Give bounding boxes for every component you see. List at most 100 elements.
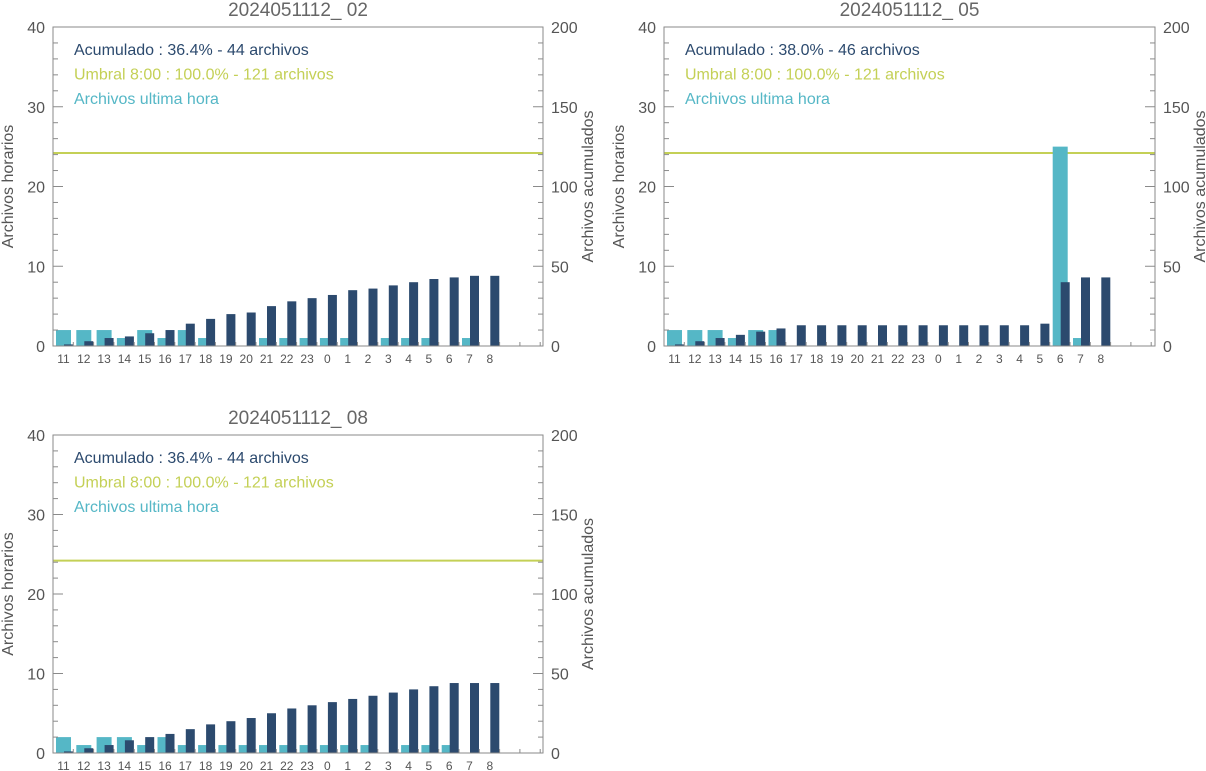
cumulative-bar: [449, 277, 459, 346]
hourly-bar: [198, 338, 214, 346]
cumulative-bar: [124, 740, 134, 753]
x-tick-label: 8: [486, 759, 493, 771]
left-tick-label: 10: [27, 259, 45, 276]
cumulative-bar: [226, 721, 236, 753]
x-tick-label: 17: [179, 759, 193, 771]
right-tick-label: 150: [551, 100, 578, 117]
x-tick-label: 2: [365, 759, 372, 771]
cumulative-bar: [429, 279, 439, 346]
x-tick-label: 7: [1077, 352, 1084, 366]
cumulative-bar: [695, 341, 705, 346]
left-tick-label: 0: [36, 339, 45, 356]
right-tick-label: 200: [551, 20, 578, 37]
cumulative-bar: [796, 325, 806, 346]
cumulative-bar: [145, 333, 155, 346]
cumulative-bar: [857, 325, 867, 346]
x-tick-label: 19: [219, 759, 233, 771]
right-tick-label: 200: [1163, 20, 1190, 37]
x-tick-label: 6: [446, 759, 453, 771]
hourly-bar: [462, 338, 477, 346]
x-tick-label: 8: [486, 352, 493, 366]
chart-title: 2024051112_ 02: [228, 0, 368, 21]
cumulative-bar: [287, 301, 297, 346]
hourly-bar: [667, 330, 682, 346]
right-tick-label: 0: [551, 339, 560, 356]
x-tick-label: 11: [668, 352, 681, 366]
hourly-bar: [116, 338, 132, 346]
cumulative-bar: [226, 314, 236, 346]
x-tick-label: 3: [385, 352, 392, 366]
x-tick-label: 14: [118, 759, 132, 771]
x-tick-label: 21: [871, 352, 885, 366]
x-tick-label: 16: [158, 759, 172, 771]
right-tick-label: 50: [551, 259, 569, 276]
x-tick-label: 4: [405, 352, 412, 366]
x-tick-label: 11: [57, 352, 70, 366]
cumulative-bar: [104, 338, 114, 346]
cumulative-bar: [185, 323, 195, 346]
cumulative-bar: [267, 306, 276, 346]
hourly-bar: [441, 745, 457, 753]
x-tick-label: 16: [158, 352, 172, 366]
x-tick-label: 1: [955, 352, 962, 366]
cumulative-bar: [84, 341, 94, 346]
legend-cumulative: Acumulado : 36.4% - 44 archivos: [74, 450, 309, 467]
y-axis-label-left: Archivos horarios: [0, 125, 17, 249]
x-tick-label: 22: [280, 759, 294, 771]
hourly-bar: [177, 745, 193, 753]
cumulative-bar: [735, 334, 745, 346]
cumulative-bar: [938, 325, 948, 346]
legend-threshold: Umbral 8:00 : 100.0% - 121 archivos: [74, 475, 334, 492]
legend-hourly: Archivos ultima hora: [685, 91, 830, 108]
cumulative-bar: [348, 290, 358, 346]
cumulative-bar: [490, 275, 500, 346]
cumulative-bar: [246, 312, 256, 346]
left-tick-label: 30: [27, 508, 45, 525]
left-tick-label: 0: [647, 339, 656, 356]
cumulative-bar: [368, 695, 378, 753]
x-tick-label: 5: [1037, 352, 1044, 366]
x-tick-label: 18: [810, 352, 824, 366]
x-tick-label: 12: [77, 352, 91, 366]
hourly-bar: [56, 737, 71, 753]
right-tick-label: 0: [1163, 339, 1172, 356]
hourly-bar: [238, 745, 254, 753]
cumulative-bar: [348, 698, 358, 753]
cumulative-bar: [449, 683, 459, 753]
x-tick-label: 5: [426, 352, 433, 366]
left-tick-label: 40: [27, 20, 45, 37]
right-tick-label: 150: [551, 508, 578, 525]
x-tick-label: 23: [300, 352, 314, 366]
x-tick-label: 7: [466, 352, 473, 366]
cumulative-bar: [104, 745, 114, 753]
x-tick-label: 7: [466, 759, 473, 771]
cumulative-bar: [388, 692, 398, 753]
cumulative-bar: [409, 689, 419, 753]
x-tick-label: 13: [97, 352, 111, 366]
right-tick-label: 100: [551, 587, 578, 604]
cumulative-bar: [490, 683, 500, 753]
y-axis-label-right: Archivos acumulados: [580, 518, 597, 670]
x-tick-label: 22: [280, 352, 294, 366]
hourly-bar: [279, 338, 295, 346]
x-tick-label: 12: [77, 759, 91, 771]
x-tick-label: 6: [1057, 352, 1064, 366]
right-tick-label: 200: [551, 428, 578, 445]
x-tick-label: 4: [1016, 352, 1023, 366]
x-tick-label: 0: [935, 352, 942, 366]
cumulative-bar: [185, 729, 195, 753]
cumulative-bar: [327, 702, 337, 753]
hourly-bar: [299, 745, 315, 753]
cumulative-bar: [675, 344, 684, 346]
cumulative-bar: [817, 325, 827, 346]
cumulative-bar: [999, 325, 1009, 346]
x-tick-label: 6: [446, 352, 453, 366]
hourly-bar: [299, 338, 315, 346]
left-tick-label: 40: [638, 20, 656, 37]
cumulative-bar: [979, 325, 989, 346]
right-tick-label: 150: [1163, 100, 1190, 117]
